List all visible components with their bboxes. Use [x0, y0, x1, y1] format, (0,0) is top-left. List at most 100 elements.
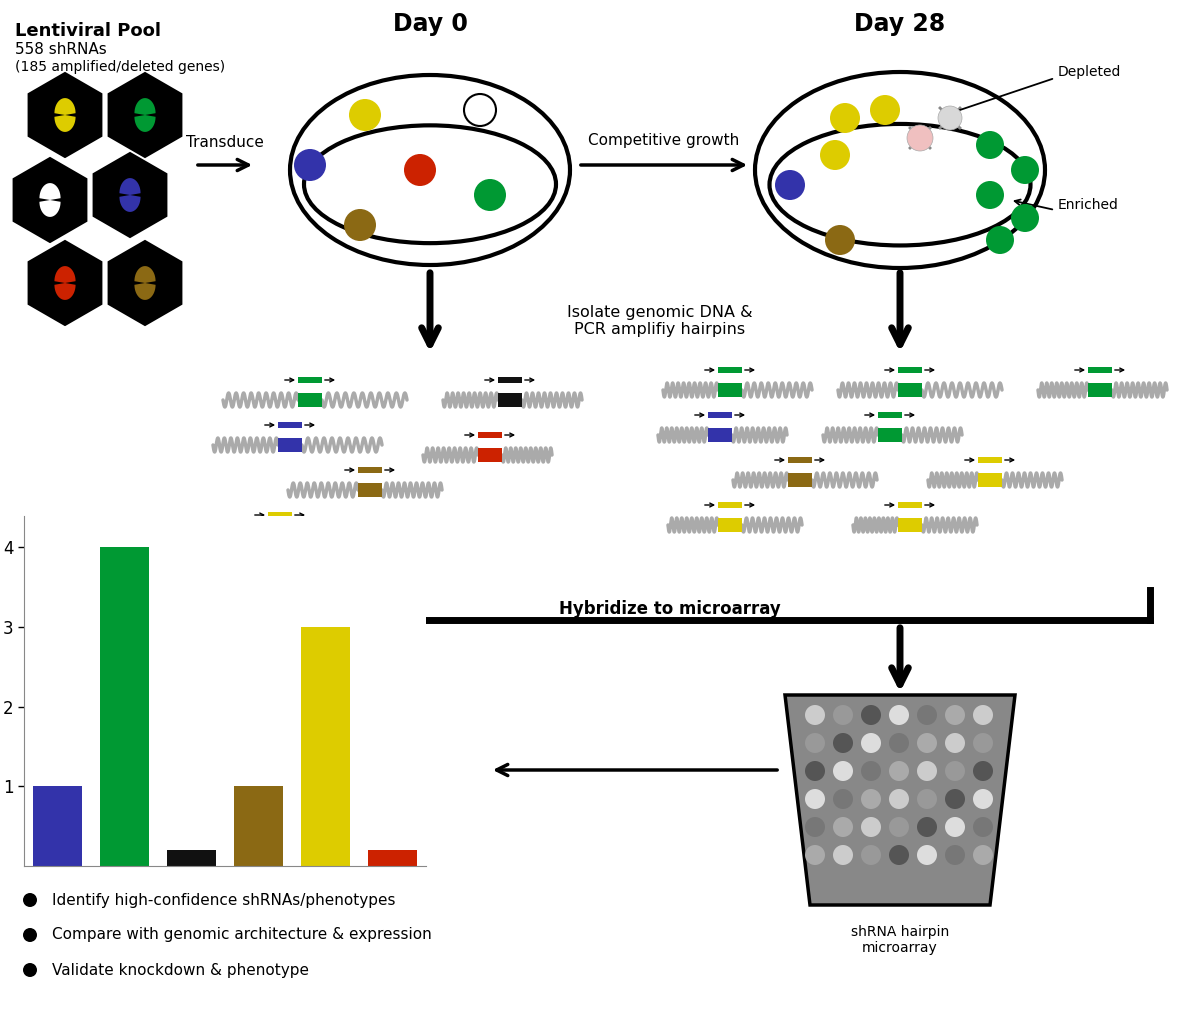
- Circle shape: [973, 789, 994, 809]
- Text: Transduce: Transduce: [186, 135, 264, 149]
- Circle shape: [889, 705, 910, 725]
- Circle shape: [862, 761, 881, 781]
- Bar: [298, 393, 322, 407]
- Circle shape: [805, 733, 826, 753]
- Circle shape: [862, 733, 881, 753]
- Bar: [788, 457, 812, 463]
- Circle shape: [973, 845, 994, 865]
- Circle shape: [938, 106, 962, 130]
- Circle shape: [946, 789, 965, 809]
- Circle shape: [976, 131, 1004, 159]
- Bar: [358, 483, 382, 497]
- Bar: [718, 518, 742, 532]
- Bar: [478, 432, 502, 438]
- Bar: [1088, 367, 1112, 373]
- Text: Day 28: Day 28: [854, 12, 946, 36]
- Circle shape: [946, 845, 965, 865]
- Circle shape: [833, 761, 853, 781]
- Polygon shape: [29, 241, 101, 325]
- Polygon shape: [120, 178, 140, 212]
- Circle shape: [464, 94, 496, 126]
- Circle shape: [917, 761, 937, 781]
- Bar: [978, 473, 1002, 487]
- Bar: [368, 851, 416, 866]
- Circle shape: [862, 845, 881, 865]
- Circle shape: [917, 789, 937, 809]
- Text: Day 0: Day 0: [392, 12, 468, 36]
- Circle shape: [917, 817, 937, 837]
- Bar: [718, 502, 742, 508]
- Bar: [898, 502, 922, 508]
- Circle shape: [946, 817, 965, 837]
- Circle shape: [889, 761, 910, 781]
- Circle shape: [805, 705, 826, 725]
- Text: 558 shRNAs: 558 shRNAs: [14, 42, 107, 57]
- Circle shape: [946, 761, 965, 781]
- Bar: [34, 787, 82, 866]
- Polygon shape: [109, 241, 181, 325]
- Text: (185 amplified/deleted genes): (185 amplified/deleted genes): [14, 60, 226, 74]
- Circle shape: [404, 154, 436, 186]
- Circle shape: [833, 817, 853, 837]
- Circle shape: [973, 761, 994, 781]
- Bar: [167, 851, 216, 866]
- Circle shape: [826, 225, 854, 255]
- Bar: [898, 383, 922, 397]
- Circle shape: [830, 103, 860, 133]
- Polygon shape: [134, 98, 156, 132]
- Bar: [498, 377, 522, 383]
- Bar: [298, 377, 322, 383]
- Circle shape: [889, 817, 910, 837]
- Circle shape: [474, 179, 506, 211]
- Bar: [898, 518, 922, 532]
- Circle shape: [946, 733, 965, 753]
- Polygon shape: [54, 266, 76, 300]
- Circle shape: [862, 817, 881, 837]
- Circle shape: [1010, 156, 1039, 184]
- Bar: [301, 627, 349, 866]
- Circle shape: [23, 893, 37, 907]
- Circle shape: [344, 209, 376, 241]
- Text: Hybridize to microarray: Hybridize to microarray: [559, 600, 781, 618]
- Circle shape: [862, 789, 881, 809]
- Polygon shape: [785, 695, 1015, 905]
- Text: Identify high-confidence shRNAs/phenotypes: Identify high-confidence shRNAs/phenotyp…: [52, 893, 396, 907]
- Text: Compare with genomic architecture & expression: Compare with genomic architecture & expr…: [52, 928, 432, 942]
- Circle shape: [775, 170, 805, 200]
- Text: Lentiviral Pool: Lentiviral Pool: [14, 22, 161, 40]
- Circle shape: [294, 149, 326, 181]
- Circle shape: [833, 789, 853, 809]
- Circle shape: [23, 928, 37, 942]
- Bar: [278, 438, 302, 452]
- Circle shape: [976, 181, 1004, 209]
- Bar: [278, 422, 302, 428]
- Circle shape: [349, 99, 382, 131]
- Bar: [1088, 383, 1112, 397]
- Circle shape: [973, 733, 994, 753]
- Circle shape: [805, 817, 826, 837]
- Circle shape: [805, 845, 826, 865]
- Polygon shape: [13, 158, 86, 242]
- Circle shape: [917, 733, 937, 753]
- Text: Depleted: Depleted: [1058, 65, 1121, 79]
- Bar: [358, 467, 382, 473]
- Polygon shape: [134, 266, 156, 300]
- Circle shape: [870, 95, 900, 125]
- Circle shape: [973, 817, 994, 837]
- Bar: [878, 412, 902, 418]
- Bar: [718, 383, 742, 397]
- Text: Validate knockdown & phenotype: Validate knockdown & phenotype: [52, 963, 310, 977]
- Text: Competitive growth: Competitive growth: [588, 133, 739, 148]
- Circle shape: [946, 705, 965, 725]
- Bar: [898, 367, 922, 373]
- Circle shape: [889, 733, 910, 753]
- Circle shape: [1010, 204, 1039, 232]
- Polygon shape: [29, 73, 101, 157]
- Circle shape: [889, 845, 910, 865]
- Circle shape: [986, 226, 1014, 254]
- Bar: [708, 412, 732, 418]
- Bar: [268, 512, 292, 518]
- Bar: [978, 457, 1002, 463]
- Circle shape: [917, 845, 937, 865]
- Bar: [478, 448, 502, 462]
